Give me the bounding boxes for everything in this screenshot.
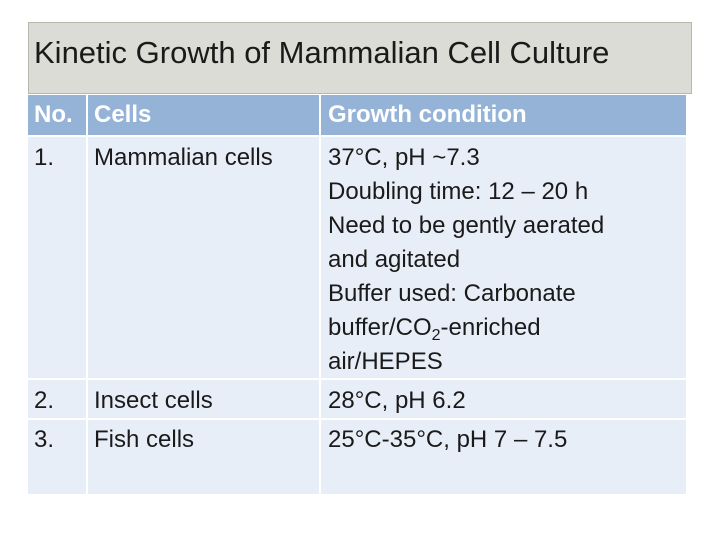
row-divider	[28, 418, 686, 420]
row-1-no: 1.	[34, 144, 55, 171]
condition-line: air/HEPES	[328, 348, 443, 375]
header-growth-condition: Growth condition	[328, 101, 527, 128]
growth-table: No. Cells Growth condition 1. Mammalian …	[28, 95, 686, 494]
condition-line: Doubling time: 12 – 20 h	[328, 178, 589, 205]
table-body	[28, 137, 686, 494]
slide-title: Kinetic Growth of Mammalian Cell Culture	[34, 35, 610, 70]
table-header-row	[28, 95, 686, 135]
row-3-condition: 25°C-35°C, pH 7 – 7.5	[328, 426, 568, 453]
column-divider	[319, 95, 321, 494]
header-no: No.	[34, 101, 73, 128]
condition-line: Need to be gently aerated	[328, 212, 605, 239]
row-3-no: 3.	[34, 426, 55, 453]
row-3-cells: Fish cells	[94, 426, 195, 453]
header-cells: Cells	[94, 101, 152, 128]
condition-line-co2: buffer/CO2-enriched	[328, 314, 541, 344]
row-divider	[28, 135, 686, 137]
condition-line: 37°C, pH ~7.3	[328, 144, 480, 171]
condition-line: Buffer used: Carbonate	[328, 280, 576, 307]
row-1-cells: Mammalian cells	[94, 144, 273, 171]
column-divider	[86, 95, 88, 494]
row-1-condition: 37°C, pH ~7.3 Doubling time: 12 – 20 h N…	[328, 141, 604, 379]
condition-line: and agitated	[328, 246, 461, 273]
row-divider	[28, 378, 686, 380]
row-2-cells: Insect cells	[94, 387, 213, 414]
title-box: Kinetic Growth of Mammalian Cell Culture	[28, 22, 692, 94]
row-2-condition: 28°C, pH 6.2	[328, 387, 466, 414]
row-2-no: 2.	[34, 387, 55, 414]
